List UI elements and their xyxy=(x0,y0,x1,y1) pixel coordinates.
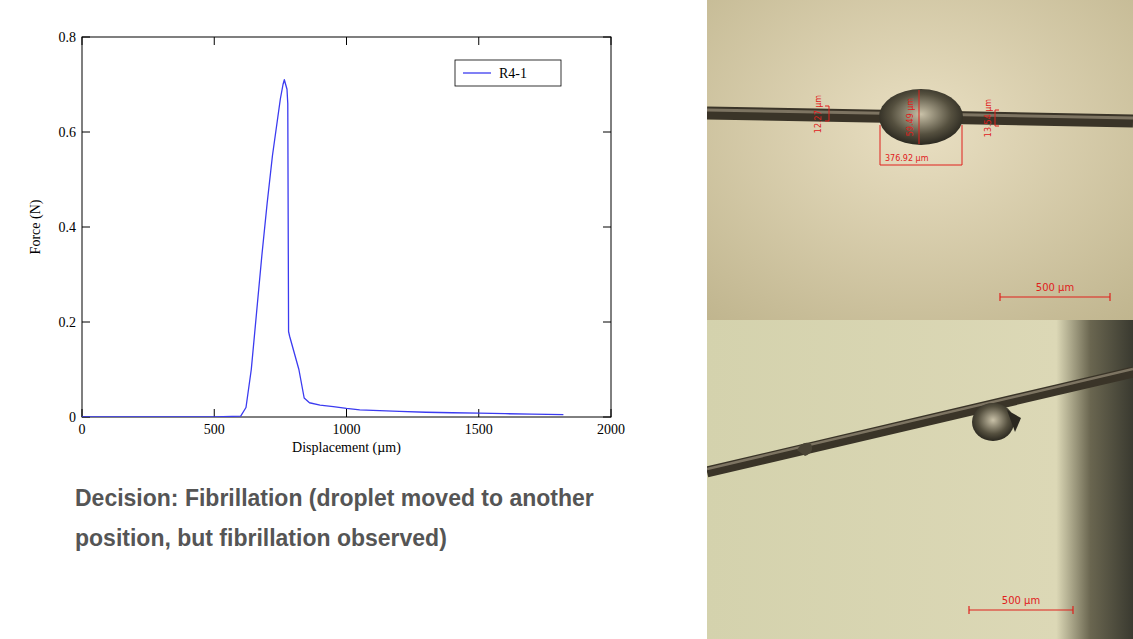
scale-bar-end xyxy=(1109,293,1110,301)
fibril-debris xyxy=(797,443,812,456)
measurement-label: 12.27 µm xyxy=(814,95,823,134)
legend-box xyxy=(455,60,561,86)
y-tick xyxy=(82,132,90,133)
legend: R4-1 xyxy=(455,60,561,86)
decision-caption: Decision: Fibrillation (droplet moved to… xyxy=(75,478,675,558)
scale-bar xyxy=(1000,296,1110,297)
y-tick-label: 0.4 xyxy=(59,220,77,235)
micrograph-bottom-background xyxy=(707,320,1133,639)
fiber xyxy=(707,372,1133,472)
measure-line xyxy=(880,125,962,165)
y-tick-label: 0.6 xyxy=(59,125,77,140)
y-tick xyxy=(82,227,90,228)
scale-bar-label: 500 µm xyxy=(1002,595,1040,606)
measurement-label: 376.92 µm xyxy=(885,154,929,163)
y-tick-right xyxy=(603,132,611,133)
force-curve xyxy=(82,80,563,417)
chart: 0 500 1000 1500 2000 0 0.2 0.4 0.6 0.8 Displacemen… xyxy=(0,0,700,462)
scale-bar-label: 500 µm xyxy=(1036,282,1074,293)
measure-line xyxy=(995,110,999,126)
fiber-highlight xyxy=(707,369,1133,469)
micrograph-bottom xyxy=(707,320,1133,639)
y-tick-label: 0.2 xyxy=(59,315,77,330)
x-tick xyxy=(346,409,347,417)
y-tick-right xyxy=(603,322,611,323)
droplet-edge xyxy=(1007,410,1021,432)
measure-line xyxy=(919,90,920,144)
y-tick xyxy=(82,322,90,323)
x-tick-top xyxy=(214,37,215,45)
x-tick-label: 1500 xyxy=(465,422,493,437)
x-tick-top xyxy=(478,37,479,45)
plot-frame xyxy=(82,37,611,417)
x-axis-title: Displacement (µm) xyxy=(292,440,401,456)
legend-label: R4-1 xyxy=(499,66,527,81)
scale-bar xyxy=(969,609,1073,610)
scale-bar-end xyxy=(1072,606,1073,614)
y-tick-right xyxy=(603,227,611,228)
scale-bar-end xyxy=(999,293,1000,301)
x-tick-label: 500 xyxy=(204,422,225,437)
x-tick-label: 0 xyxy=(79,422,86,437)
x-tick-label: 1000 xyxy=(333,422,361,437)
micrograph-top-background xyxy=(707,0,1133,320)
x-tick-top xyxy=(346,37,347,45)
measure-line xyxy=(825,106,829,121)
droplet xyxy=(879,89,963,145)
measurement-label: 13.54 µm xyxy=(984,99,993,138)
y-tick-label: 0.8 xyxy=(59,30,77,45)
droplet xyxy=(972,403,1014,441)
y-tick-label: 0 xyxy=(69,410,76,425)
scale-bar-end xyxy=(968,606,969,614)
plot-marks xyxy=(82,80,563,417)
x-tick-label: 2000 xyxy=(597,422,625,437)
y-axis-title: Force (N) xyxy=(28,199,44,254)
measurement-label: 59.49 µm xyxy=(906,98,915,137)
legend-swatch xyxy=(463,72,491,73)
slide: 0 500 1000 1500 2000 0 0.2 0.4 0.6 0.8 Displacemen… xyxy=(0,0,1133,639)
x-tick xyxy=(214,409,215,417)
chart-background xyxy=(0,0,700,462)
micrographs: 12.27 µm 59.49 µm 376.92 µm 13.54 µm 500 µm 5… xyxy=(707,0,1133,639)
